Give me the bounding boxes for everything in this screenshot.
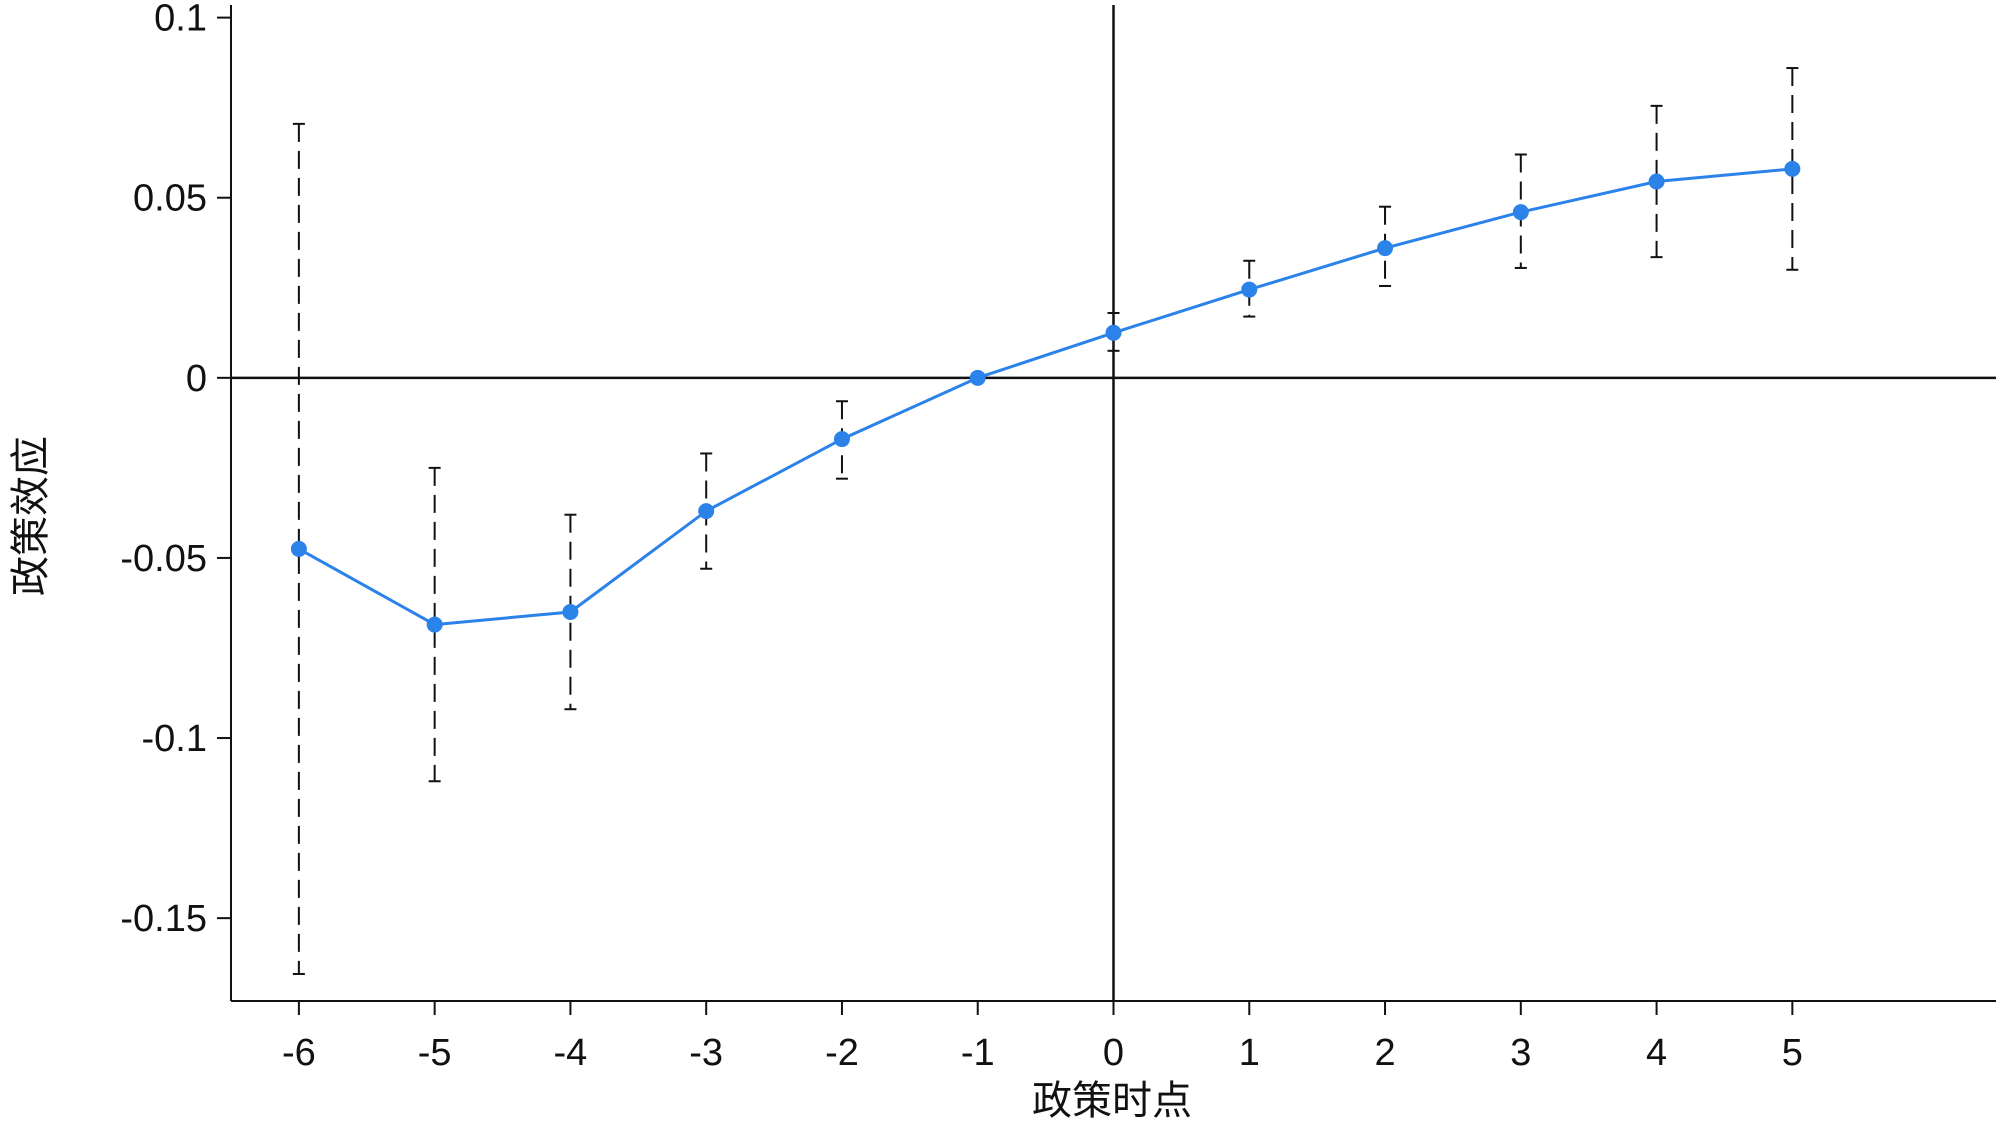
data-point: [969, 369, 986, 386]
data-point: [1648, 173, 1665, 190]
y-tick-label: -0.05: [120, 538, 207, 580]
confidence-intervals: [292, 67, 1799, 975]
data-point: [290, 540, 307, 557]
data-point: [426, 616, 443, 633]
x-tick-label: -6: [282, 1032, 316, 1074]
y-tick-label: -0.1: [142, 718, 207, 760]
data-point: [1784, 160, 1801, 177]
y-tick-label: -0.15: [120, 898, 207, 940]
data-points: [290, 160, 1801, 633]
axes: [217, 5, 1996, 1015]
x-axis-title: 政策时点: [1032, 1078, 1192, 1124]
tick-labels: 0.1 0.05 0 -0.05 -0.1 -0.15 -6 -5 -4 -3 -2 -1 0 1 2 3 4 5: [120, 0, 1803, 1074]
x-tick-label: -4: [554, 1032, 588, 1074]
data-point: [562, 603, 579, 620]
x-tick-label: -1: [961, 1032, 995, 1074]
data-point: [1241, 281, 1258, 298]
series-line-group: [298, 167, 1793, 627]
x-tick-label: 3: [1510, 1032, 1531, 1074]
x-tick-label: 2: [1374, 1032, 1395, 1074]
x-tick-label: 4: [1646, 1032, 1667, 1074]
y-tick-label: 0.05: [133, 178, 207, 220]
x-tick-label: 5: [1782, 1032, 1803, 1074]
data-point: [1512, 204, 1529, 221]
y-tick-label: 0.1: [154, 0, 207, 40]
reference-lines: [231, 5, 1996, 1001]
data-point: [1105, 324, 1122, 341]
x-tick-label: -3: [689, 1032, 723, 1074]
data-point: [698, 503, 715, 520]
data-point: [1377, 240, 1394, 257]
data-point: [833, 431, 850, 448]
x-tick-label: -5: [418, 1032, 452, 1074]
x-tick-label: 0: [1103, 1032, 1124, 1074]
y-axis-title: 政策效应: [8, 436, 54, 596]
y-tick-label: 0: [186, 358, 207, 400]
series-line: [298, 167, 1793, 627]
x-tick-label: -2: [825, 1032, 859, 1074]
x-tick-label: 1: [1239, 1032, 1260, 1074]
